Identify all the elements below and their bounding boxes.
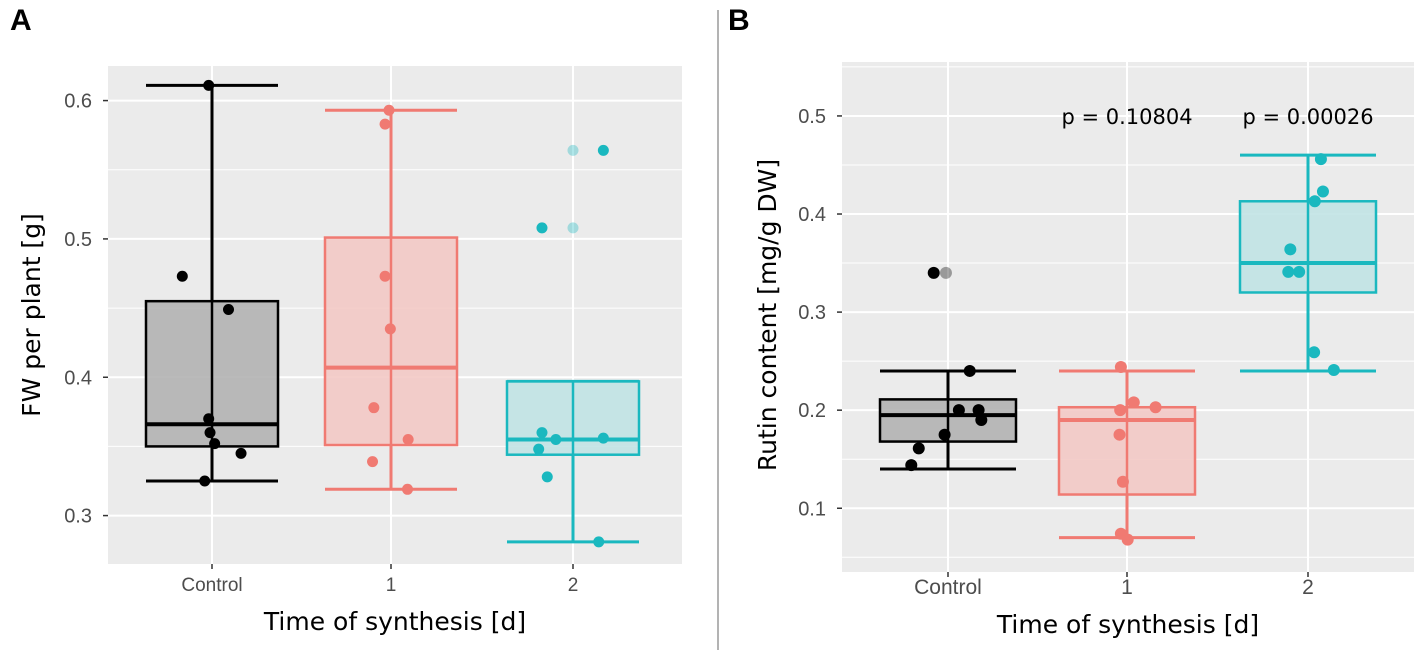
data-point <box>383 104 395 116</box>
data-point <box>204 427 216 439</box>
data-point <box>368 402 380 414</box>
outlier-point <box>567 222 579 234</box>
data-point <box>927 266 940 279</box>
y-tick-label: 0.6 <box>64 91 92 113</box>
panel-letter-a: A <box>10 4 32 37</box>
annotations-b: p = 0.10804 p = 0.00026 <box>1061 105 1373 129</box>
data-point <box>1113 428 1126 441</box>
y-tick-label: 0.5 <box>798 106 826 128</box>
data-point <box>1116 475 1129 488</box>
data-point <box>176 270 188 282</box>
data-point <box>1314 153 1327 166</box>
data-point <box>1282 265 1295 278</box>
data-point <box>1121 533 1134 546</box>
group-control <box>144 79 280 487</box>
data-point <box>1127 396 1140 409</box>
data-point <box>199 475 211 487</box>
x-ticks-a: Control 1 2 <box>181 564 578 596</box>
group-day-2 <box>505 144 641 548</box>
data-point <box>975 413 988 426</box>
data-point <box>402 434 414 445</box>
data-point <box>1308 346 1321 359</box>
data-point <box>593 536 605 548</box>
group-control <box>878 266 1018 472</box>
chart-panel-a: 0.3 0.4 0.5 0.6 Control 1 2 Time of synthesis… <box>17 66 682 636</box>
x-axis-title-b: Time of synthesis [d] <box>996 610 1259 639</box>
data-point <box>1327 363 1340 376</box>
x-ticks-b: Control 1 2 <box>914 572 1314 599</box>
data-point <box>963 364 976 377</box>
y-tick-label: 0.4 <box>64 367 92 389</box>
y-ticks-b: 0.1 0.2 0.3 0.4 0.5 <box>798 106 842 520</box>
data-point <box>1114 404 1127 417</box>
group-day-1 <box>1057 361 1197 546</box>
y-axis-title-b: Rutin content [mg/g DW] <box>753 159 782 471</box>
data-point <box>1114 361 1127 374</box>
data-point <box>379 118 391 130</box>
group-day-2 <box>1238 153 1378 376</box>
data-point <box>541 471 553 483</box>
data-point <box>203 79 215 91</box>
data-point <box>550 434 562 445</box>
x-tick-label: 1 <box>386 575 397 596</box>
chart-panel-b: 0.1 0.2 0.3 0.4 0.5 p = 0.10804 p = 0.00026 C… <box>753 62 1414 639</box>
x-tick-label: 1 <box>1121 576 1133 599</box>
data-point <box>209 438 221 450</box>
x-tick-label: 2 <box>568 575 579 596</box>
y-tick-label: 0.3 <box>64 506 92 528</box>
data-point <box>402 483 413 495</box>
data-point <box>367 456 379 468</box>
x-tick-label: Control <box>914 576 982 599</box>
data-point <box>952 404 965 417</box>
p-value-label: p = 0.00026 <box>1242 105 1373 129</box>
data-point <box>597 144 609 156</box>
y-tick-label: 0.1 <box>798 498 826 520</box>
outlier-point <box>567 144 579 156</box>
data-point <box>536 222 548 234</box>
data-point <box>912 442 925 455</box>
data-point <box>223 303 234 315</box>
data-point <box>1293 265 1306 278</box>
group-day-1 <box>323 104 459 495</box>
data-point <box>1284 243 1297 256</box>
data-point <box>1149 401 1162 414</box>
data-point <box>536 427 548 439</box>
x-tick-label: 2 <box>1302 576 1314 599</box>
data-point <box>1316 185 1329 198</box>
data-point <box>597 432 609 444</box>
groups-a <box>144 79 641 548</box>
y-ticks-a: 0.3 0.4 0.5 0.6 <box>64 91 108 528</box>
y-tick-label: 0.3 <box>798 302 826 324</box>
data-point <box>203 413 215 425</box>
outlier-point <box>939 266 952 279</box>
data-point <box>533 443 545 455</box>
y-tick-label: 0.5 <box>64 229 92 251</box>
groups-b <box>878 153 1378 546</box>
y-axis-title-a: FW per plant [g] <box>17 213 46 417</box>
data-point <box>972 404 985 417</box>
data-point <box>384 323 396 335</box>
data-point <box>905 459 918 472</box>
data-point <box>1308 195 1321 208</box>
y-tick-label: 0.2 <box>798 400 826 422</box>
data-point <box>235 447 247 459</box>
x-axis-title-a: Time of synthesis [d] <box>263 607 526 636</box>
data-point <box>938 428 951 441</box>
x-tick-label: Control <box>181 575 242 596</box>
p-value-label: p = 0.10804 <box>1061 105 1192 129</box>
data-point <box>379 270 391 282</box>
y-tick-label: 0.4 <box>798 204 826 226</box>
panel-letter-b: B <box>728 4 750 37</box>
